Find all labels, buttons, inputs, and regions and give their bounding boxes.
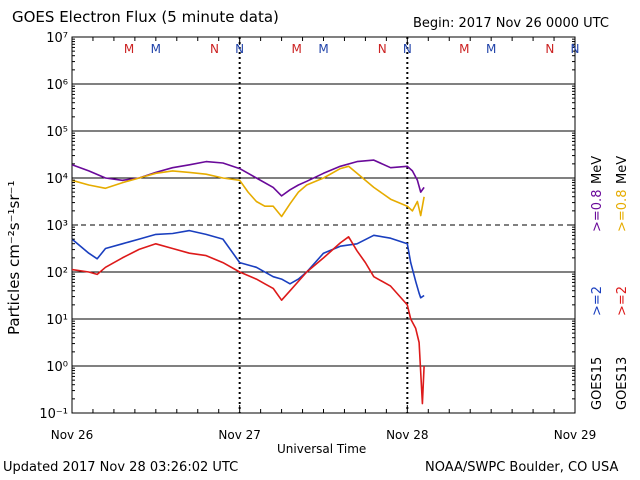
legend-goes15-08mev: >=0.8 <box>590 189 605 232</box>
legend-mev-13: MeV <box>615 155 630 184</box>
y-axis-ticks: 10⁻¹ 10⁰ 10¹ 10² 10³ 10⁴ 10⁵ 10⁶ 10⁷ <box>39 31 575 422</box>
x-tick-label: Nov 29 <box>554 428 597 442</box>
y-axis-label: Particles cm⁻²s⁻¹sr⁻¹ <box>5 180 23 335</box>
source-label: NOAA/SWPC Boulder, CO USA <box>425 460 619 475</box>
marker-n: N <box>378 42 387 56</box>
series-line-3 <box>71 236 425 405</box>
marker-m: M <box>459 42 469 56</box>
y-tick-label: 10⁻¹ <box>39 407 68 422</box>
legend-mev-15: MeV <box>590 155 605 184</box>
begin-label: Begin: 2017 Nov 26 0000 UTC <box>413 16 609 31</box>
legend-goes13: GOES13 <box>615 356 630 410</box>
marker-m: M <box>124 42 134 56</box>
series-line-2 <box>71 229 425 299</box>
legend-goes15-2mev: >=2 <box>590 285 605 316</box>
marker-m: M <box>318 42 328 56</box>
updated-timestamp: Updated 2017 Nov 28 03:26:02 UTC <box>3 460 239 475</box>
y-tick-label: 10⁰ <box>46 360 68 375</box>
legend-goes13-08mev: >=0.8 <box>615 189 630 232</box>
y-tick-label: 10³ <box>46 219 68 234</box>
series-line-1 <box>71 165 425 218</box>
x-tick-label: Nov 28 <box>386 428 429 442</box>
series-layer <box>71 159 425 405</box>
marker-n: N <box>235 42 244 56</box>
marker-n: N <box>571 42 580 56</box>
marker-m: M <box>151 42 161 56</box>
x-tick-label: Nov 26 <box>51 428 94 442</box>
marker-m: M <box>486 42 496 56</box>
x-axis-label: Universal Time <box>277 442 367 456</box>
x-tick-label: Nov 27 <box>218 428 261 442</box>
grid-lines <box>72 83 575 367</box>
legend-goes13-2mev: >=2 <box>615 285 630 316</box>
marker-n: N <box>545 42 554 56</box>
x-axis-ticks: Nov 26 Nov 27 Nov 28 Nov 29 <box>51 37 597 442</box>
marker-n: N <box>403 42 412 56</box>
legend-goes15: GOES15 <box>590 356 605 410</box>
y-tick-label: 10⁵ <box>46 125 68 140</box>
y-tick-label: 10⁶ <box>46 78 68 93</box>
y-tick-label: 10⁴ <box>46 172 68 187</box>
marker-m: M <box>291 42 301 56</box>
y-tick-label: 10⁷ <box>46 31 68 46</box>
marker-n: N <box>210 42 219 56</box>
y-tick-label: 10² <box>46 266 68 281</box>
y-tick-label: 10¹ <box>46 313 68 328</box>
chart-title: GOES Electron Flux (5 minute data) <box>12 8 279 26</box>
